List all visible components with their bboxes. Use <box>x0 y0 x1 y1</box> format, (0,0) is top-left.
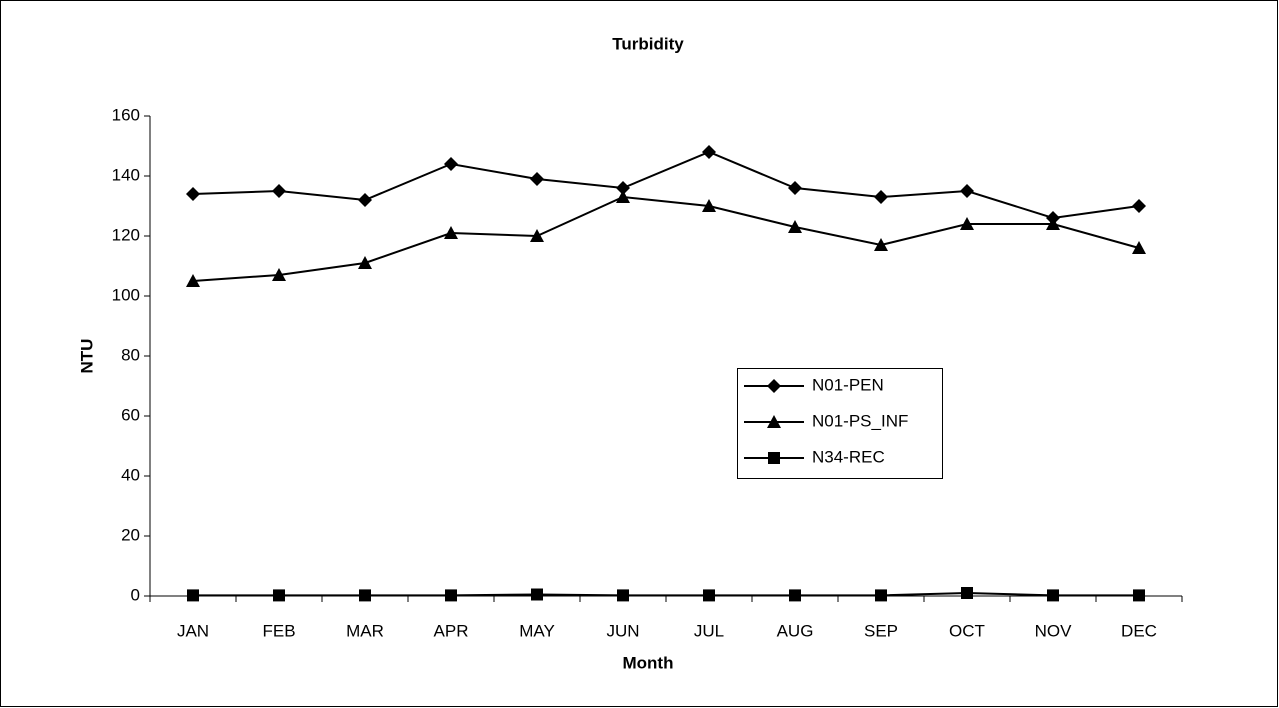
data-point <box>616 190 630 203</box>
legend-marker <box>767 379 781 393</box>
x-tick-label: JUN <box>606 621 639 640</box>
data-point <box>272 184 286 198</box>
data-point <box>444 226 458 239</box>
x-tick-label: APR <box>434 621 469 640</box>
x-tick-label: JAN <box>177 621 209 640</box>
series-line <box>192 195 1140 282</box>
data-point <box>1132 241 1146 254</box>
x-tick-label: OCT <box>949 621 985 640</box>
data-point <box>960 184 974 198</box>
data-point <box>961 587 973 599</box>
data-point <box>531 588 543 601</box>
y-tick-label: 140 <box>112 165 140 184</box>
data-point <box>1046 217 1060 230</box>
x-tick-label: JUL <box>694 621 724 640</box>
data-point <box>874 238 888 251</box>
data-point <box>530 172 544 186</box>
y-tick-label: 120 <box>112 225 140 244</box>
data-point <box>1132 199 1146 213</box>
y-tick-label: 160 <box>112 105 140 124</box>
x-axis-label: Month <box>623 653 674 672</box>
data-point <box>530 229 544 242</box>
chart-title: Turbidity <box>612 34 684 53</box>
x-tick-label: DEC <box>1121 621 1157 640</box>
x-tick-label: SEP <box>864 621 898 640</box>
data-point <box>788 220 802 233</box>
y-axis-label: NTU <box>77 339 96 374</box>
y-tick-label: 60 <box>121 405 140 424</box>
data-point <box>186 187 200 201</box>
data-point <box>272 268 286 281</box>
series-line <box>193 591 1139 597</box>
data-point <box>358 193 372 207</box>
x-tick-label: NOV <box>1035 621 1073 640</box>
data-point <box>359 589 371 602</box>
data-point <box>358 256 372 269</box>
legend-label: N01-PS_INF <box>812 411 908 430</box>
legend-marker <box>768 452 780 464</box>
data-point <box>960 217 974 230</box>
y-tick-label: 100 <box>112 285 140 304</box>
data-point <box>187 589 199 602</box>
x-tick-label: MAY <box>519 621 555 640</box>
data-point <box>874 190 888 204</box>
legend-label: N34-REC <box>812 447 885 466</box>
data-point <box>273 589 285 602</box>
data-point <box>1133 589 1145 602</box>
data-point <box>1047 589 1059 602</box>
data-point <box>875 589 887 602</box>
data-point <box>702 199 716 212</box>
data-point <box>444 157 458 171</box>
data-point <box>616 181 630 195</box>
y-tick-label: 80 <box>121 345 140 364</box>
data-point <box>617 589 629 602</box>
y-tick-label: 0 <box>131 585 140 604</box>
x-tick-label: AUG <box>777 621 814 640</box>
data-point <box>445 589 457 602</box>
data-point <box>702 145 716 159</box>
data-point <box>703 589 715 602</box>
legend-label: N01-PEN <box>812 375 884 394</box>
data-point <box>788 181 802 195</box>
series-line <box>192 150 1140 220</box>
y-tick-label: 40 <box>121 465 140 484</box>
data-point <box>789 589 801 602</box>
x-tick-label: MAR <box>346 621 384 640</box>
legend-marker <box>767 415 781 428</box>
x-tick-label: FEB <box>262 621 295 640</box>
y-tick-label: 20 <box>121 525 140 544</box>
data-point <box>186 274 200 287</box>
